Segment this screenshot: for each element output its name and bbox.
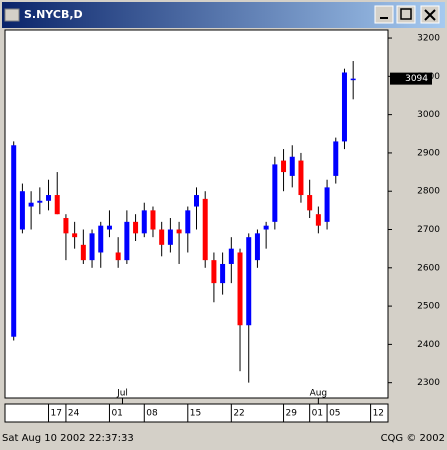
minimize-button[interactable]	[374, 5, 394, 24]
candle-body	[220, 263, 226, 284]
candle-body	[324, 187, 330, 222]
window-title: S.NYCB,D	[24, 8, 83, 21]
icon	[400, 8, 412, 20]
status-right: CQG © 2002	[381, 433, 445, 444]
status-left: Sat Aug 10 2002 22:37:33	[2, 433, 134, 444]
x-tick-label: 24	[68, 409, 80, 419]
x-axis-strip	[4, 403, 389, 423]
candle-body	[37, 200, 43, 203]
y-tick-label: 2400	[417, 340, 440, 350]
x-tick-label: 17	[51, 409, 62, 419]
candle-body	[54, 195, 60, 215]
x-tick-label: 01	[111, 409, 122, 419]
y-tick-label: 2800	[417, 187, 440, 197]
candle-body	[350, 78, 356, 81]
candle-body	[46, 195, 52, 201]
month-label: Aug	[310, 389, 328, 399]
candle-body	[176, 229, 182, 234]
candle-body	[63, 218, 69, 234]
candle-body	[254, 233, 260, 261]
x-tick-label: 01	[312, 409, 323, 419]
y-tick-label: 2700	[417, 225, 440, 235]
candle-body	[202, 198, 208, 261]
x-tick-label: 29	[286, 409, 298, 419]
candle-body	[333, 141, 339, 176]
candle-body	[19, 191, 25, 230]
status-bar	[0, 430, 447, 446]
candle-body	[124, 221, 130, 261]
y-tick-label: 3000	[417, 110, 440, 120]
x-tick-label: 22	[233, 409, 244, 419]
icon	[424, 9, 436, 21]
candle-body	[150, 210, 156, 230]
candle-body	[315, 214, 321, 226]
last-price-label: 3094	[405, 74, 428, 84]
candle-body	[263, 225, 269, 230]
candle-body	[80, 244, 86, 261]
window-buttons[interactable]	[374, 5, 440, 24]
candle-body	[341, 72, 347, 142]
candle-body	[28, 202, 34, 207]
candle-body	[246, 237, 252, 326]
candle-body	[228, 248, 234, 264]
candle-body	[289, 156, 295, 176]
candle-body	[133, 221, 139, 234]
y-tick-label: 2900	[417, 148, 440, 158]
candle-body	[167, 229, 173, 245]
y-tick-label: 2300	[417, 378, 440, 388]
candle-body	[211, 260, 217, 284]
y-tick-label: 2500	[417, 302, 440, 312]
candle-body	[11, 145, 17, 337]
candle-body	[115, 252, 121, 261]
candle-body	[194, 195, 199, 207]
candle-body	[159, 229, 165, 245]
app-icon	[4, 8, 20, 22]
x-tick-label: 08	[146, 409, 158, 419]
x-tick-label: 12	[373, 409, 384, 419]
month-label: Jul	[116, 389, 128, 399]
candle-body	[185, 210, 191, 234]
candle-body	[281, 160, 287, 173]
candle-body	[98, 225, 104, 253]
candle-body	[141, 210, 147, 234]
title-bar	[2, 2, 445, 28]
y-tick-label: 3200	[417, 34, 440, 44]
x-tick-label: 05	[329, 409, 340, 419]
candle-body	[272, 164, 278, 222]
candle-body	[298, 160, 304, 196]
candle-body	[307, 195, 313, 211]
candle-body	[89, 233, 95, 261]
candle-body	[106, 225, 112, 230]
last-price-box	[390, 72, 432, 85]
y-tick-label: 2600	[417, 263, 440, 273]
x-tick-label: 15	[190, 409, 201, 419]
candle-body	[237, 252, 243, 326]
candle-body	[72, 233, 78, 238]
